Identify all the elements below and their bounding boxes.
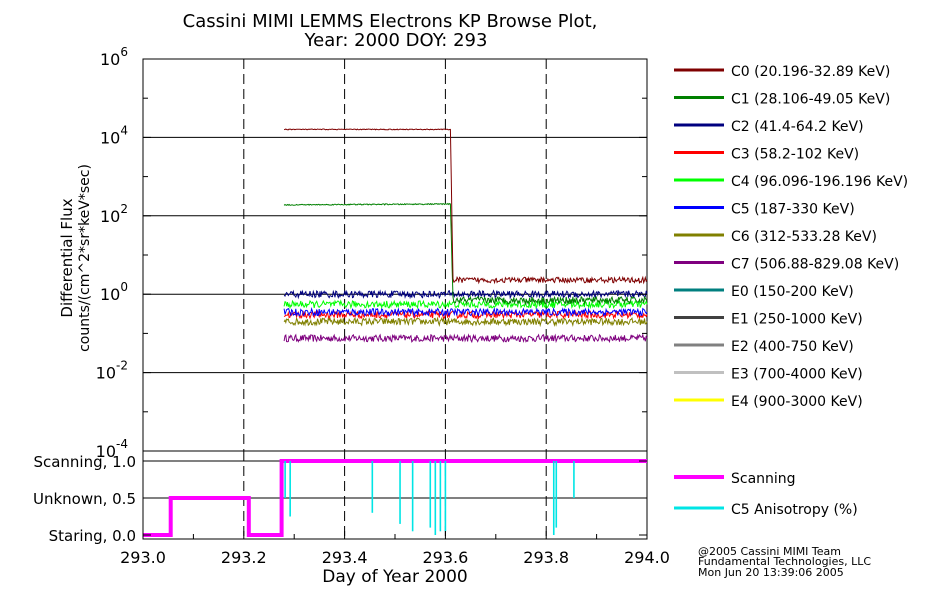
bottom-panel-series — [143, 459, 647, 537]
x-tick-label: 294.0 — [624, 548, 670, 567]
y-axis-label-line1: Differential Flux — [58, 198, 76, 317]
legend-label: C0 (20.196-32.89 KeV) — [731, 64, 890, 80]
legend-label: C4 (96.096-196.196 KeV) — [731, 174, 908, 190]
legend-top: C0 (20.196-32.89 KeV) C1 (28.106-49.05 Ke… — [674, 64, 908, 410]
legend-label: C3 (58.2-102 KeV) — [731, 147, 859, 163]
bottom-y-tick-label: Scanning, 1.0 — [33, 453, 136, 471]
chart-title: Cassini MIMI LEMMS Electrons KP Browse P… — [183, 11, 598, 32]
legend-label: E0 (150-200 KeV) — [731, 284, 854, 300]
x-tick-label: 293.0 — [120, 548, 166, 567]
series-line-c1 — [283, 202, 648, 306]
scanning-line — [143, 459, 647, 537]
bottom-panel-y-ticks: Scanning, 1.0 Unknown, 0.5 Staring, 0.0 — [33, 453, 647, 545]
y-axis-label-line2: counts/(cm^2*sr*keV*sec) — [77, 164, 93, 352]
top-panel-series — [283, 128, 648, 344]
y-tick-label: 100 — [100, 280, 128, 304]
x-tick-label: 293.2 — [221, 548, 267, 567]
series-line-c7 — [283, 332, 648, 344]
footer-copyright: @2005 Cassini MIMI Team — [698, 545, 841, 558]
y-tick-label: 106 — [100, 45, 128, 69]
series-line-c6 — [283, 316, 648, 328]
footer-company: Fundamental Technologies, LLC — [698, 555, 871, 568]
legend-bottom: Scanning C5 Anisotropy (%) — [674, 471, 858, 518]
x-tick-label: 293.6 — [422, 548, 468, 567]
y-tick-label: 10-2 — [96, 359, 128, 383]
legend-label: C6 (312-533.28 KeV) — [731, 229, 877, 245]
y-tick-label: 104 — [100, 123, 128, 147]
top-panel-y-ticks: 106 104 102 100 10-2 10-4 — [96, 45, 647, 461]
series-line-c2 — [283, 289, 648, 300]
x-tick-label: 293.4 — [322, 548, 368, 567]
top-panel-frame — [142, 58, 648, 452]
legend-label: Scanning — [731, 471, 796, 487]
legend-label: C7 (506.88-829.08 KeV) — [731, 257, 899, 273]
chart-subtitle: Year: 2000 DOY: 293 — [304, 30, 488, 51]
series-line-c5 — [283, 306, 648, 318]
legend-label: E1 (250-1000 KeV) — [731, 312, 863, 328]
legend-label: E4 (900-3000 KeV) — [731, 394, 863, 410]
x-axis-ticks: 293.0 293.2 293.4 293.6 293.8 294.0 — [120, 531, 670, 567]
series-line-c3 — [283, 309, 648, 320]
footer-timestamp: Mon Jun 20 13:39:06 2005 — [698, 566, 844, 579]
legend-label: E2 (400-750 KeV) — [731, 339, 854, 355]
top-panel-grid — [143, 59, 647, 451]
y-tick-label: 102 — [100, 202, 128, 226]
legend-label: C2 (41.4-64.2 KeV) — [731, 119, 864, 135]
x-axis-label: Day of Year 2000 — [322, 567, 467, 587]
legend-label: E3 (700-4000 KeV) — [731, 367, 863, 383]
legend-label: C1 (28.106-49.05 KeV) — [731, 92, 890, 108]
series-line-c4 — [283, 299, 648, 310]
x-tick-label: 293.8 — [523, 548, 569, 567]
bottom-panel-frame — [142, 450, 648, 540]
bottom-y-tick-label: Staring, 0.0 — [49, 527, 136, 545]
bottom-panel-grid — [143, 451, 647, 539]
bottom-y-tick-label: Unknown, 0.5 — [33, 490, 136, 508]
y-tick-label: 10-4 — [96, 437, 128, 461]
series-line-c0 — [283, 128, 648, 285]
legend-label: C5 (187-330 KeV) — [731, 202, 855, 218]
legend-label: C5 Anisotropy (%) — [731, 502, 858, 518]
